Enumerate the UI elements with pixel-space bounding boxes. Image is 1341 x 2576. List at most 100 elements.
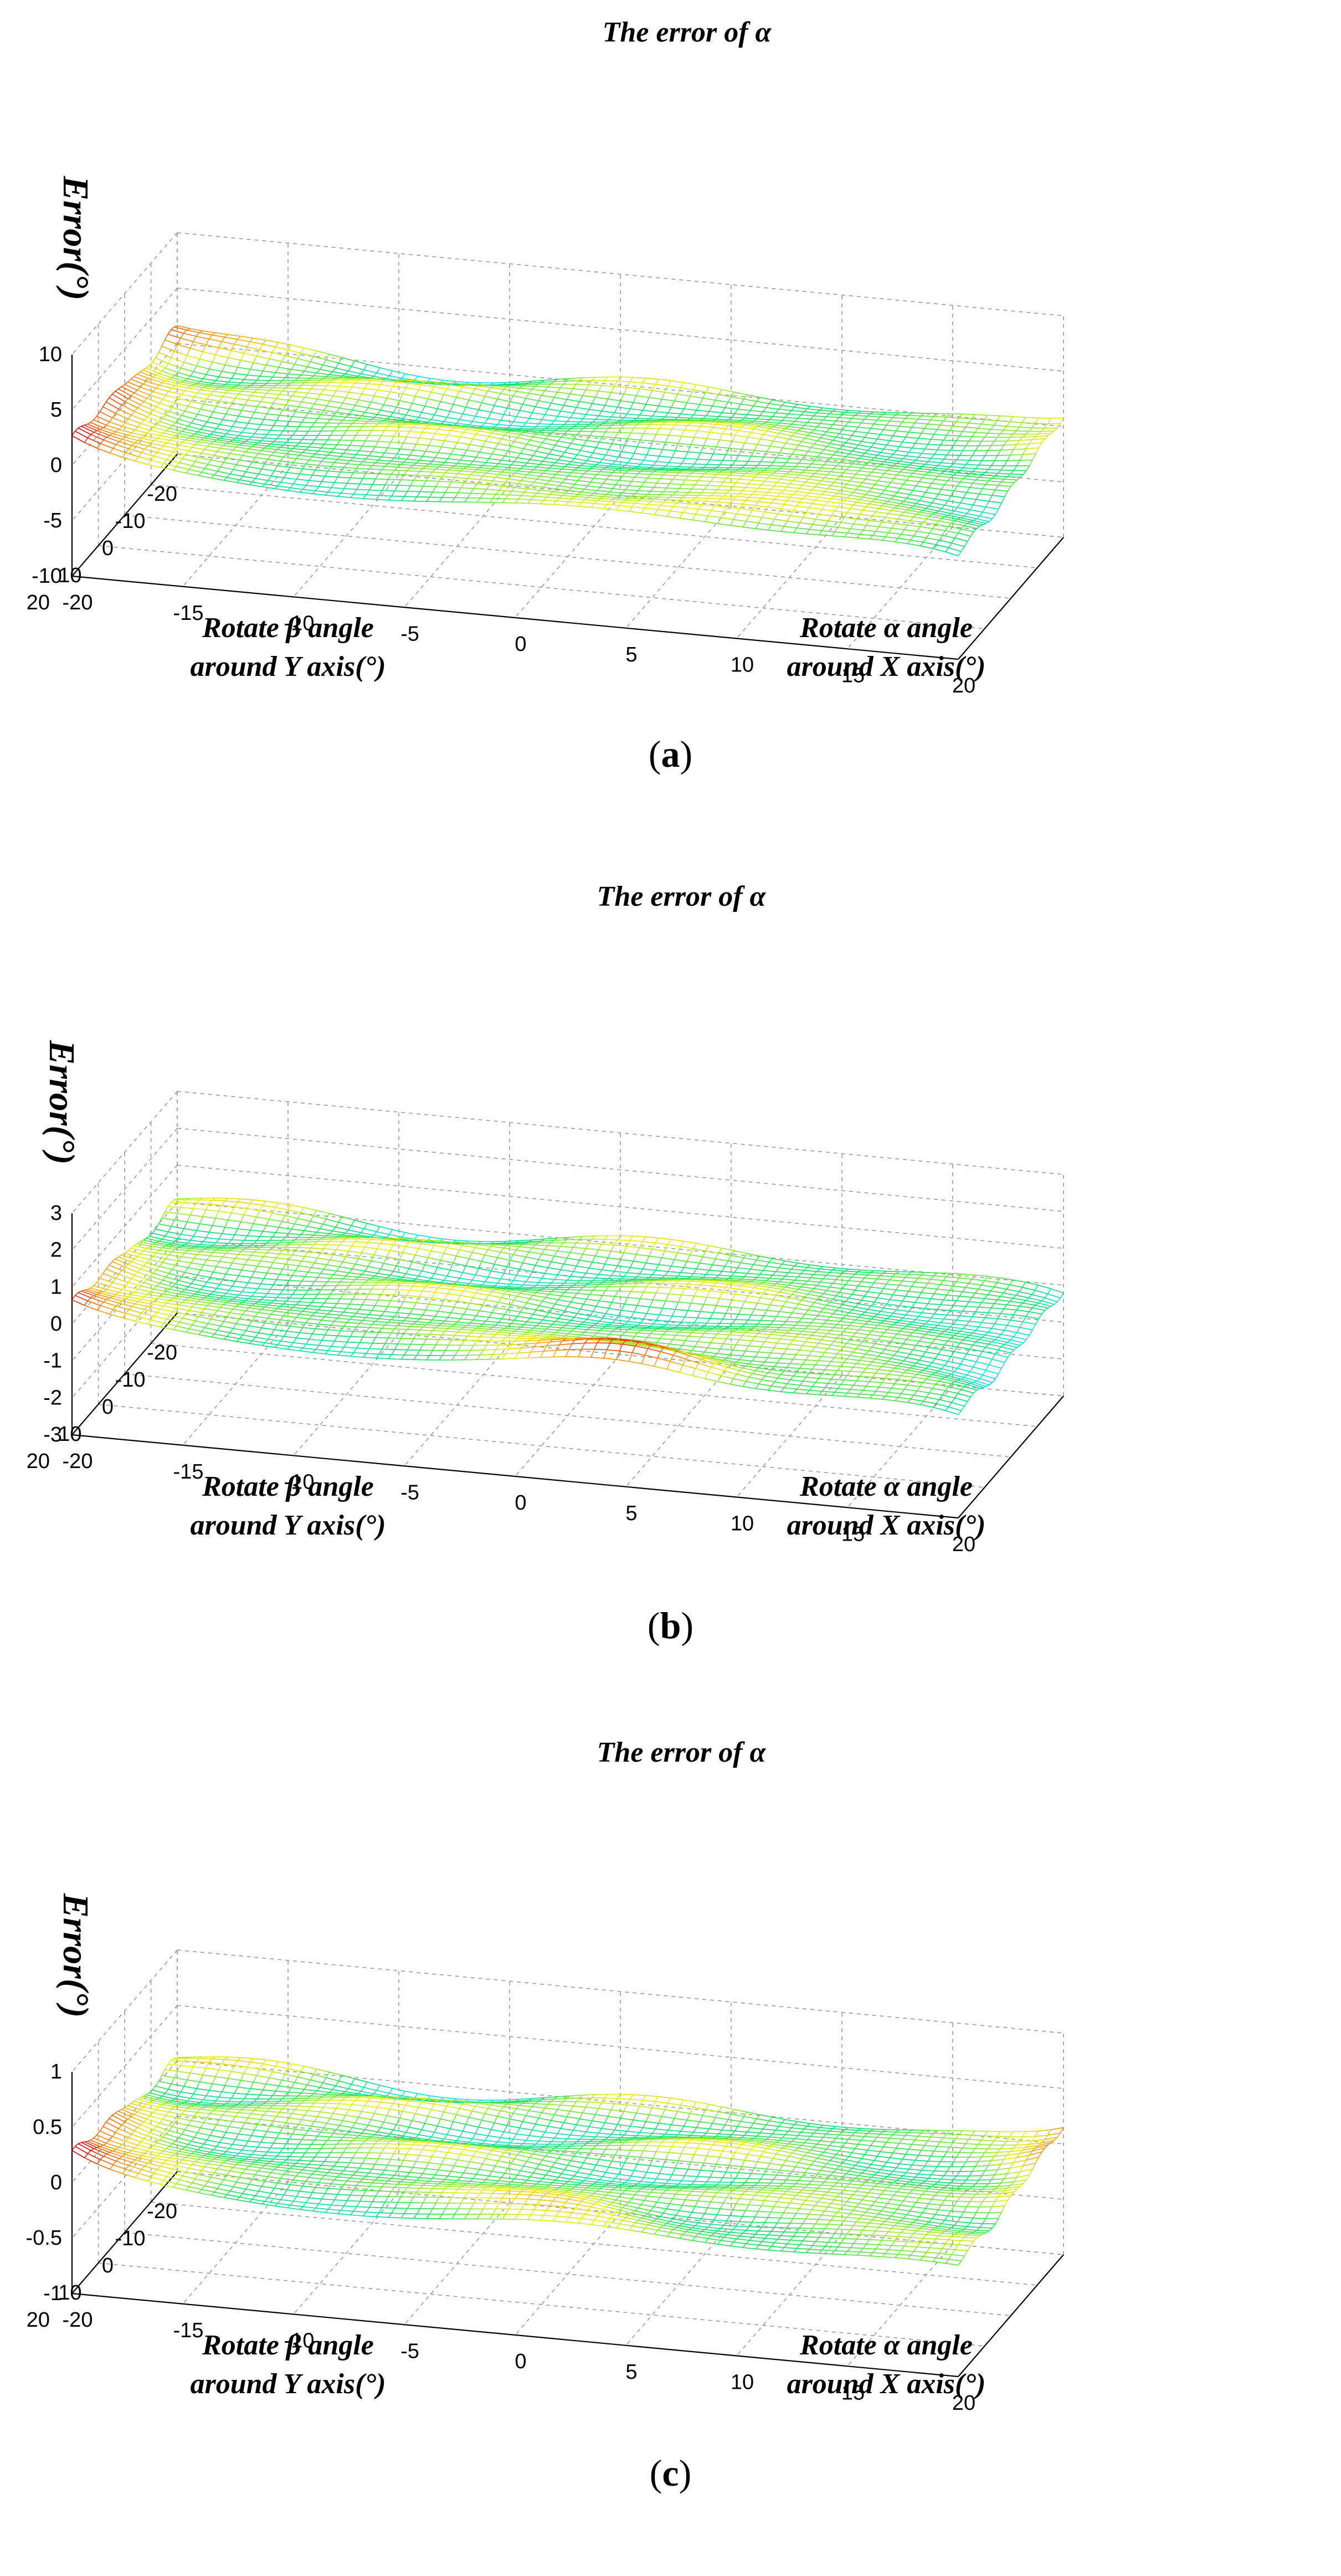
mesh-line [490, 382, 494, 386]
mesh-line [950, 490, 954, 496]
mesh-line [244, 352, 257, 357]
mesh-line [861, 437, 865, 442]
mesh-line [416, 471, 420, 476]
mesh-line [692, 497, 696, 501]
mesh-line [761, 484, 774, 486]
mesh-line [1020, 474, 1024, 478]
x-tick-label: 15 [841, 664, 865, 687]
mesh-line [470, 474, 484, 477]
mesh-line [328, 491, 341, 494]
mesh-line [871, 457, 875, 461]
mesh-line [799, 474, 812, 477]
mesh-line [895, 541, 908, 545]
mesh-line [902, 458, 916, 461]
mesh-line [331, 482, 335, 488]
mesh-line [226, 433, 239, 437]
mesh-line [222, 384, 226, 387]
mesh-line [405, 373, 418, 377]
mesh-line [270, 403, 274, 409]
mesh-line [331, 487, 345, 489]
mesh-line [549, 494, 563, 496]
mesh-line [267, 443, 271, 447]
mesh-line [793, 532, 806, 535]
mesh-line [950, 510, 955, 514]
mesh-line [780, 492, 793, 495]
mesh-line [886, 440, 891, 445]
mesh-line [807, 422, 820, 424]
mesh-line [943, 454, 948, 460]
mesh-line [375, 462, 388, 464]
mesh-line [415, 420, 429, 423]
mesh-line [777, 482, 790, 485]
mesh-line [556, 497, 560, 501]
mesh-line [552, 474, 556, 478]
mesh-line [356, 450, 360, 455]
mesh-line [197, 409, 201, 415]
mesh-line [256, 349, 260, 357]
mesh-line [249, 466, 262, 470]
mesh-line [832, 410, 845, 413]
mesh-line [518, 499, 531, 500]
mesh-line [168, 357, 172, 364]
mesh-line [958, 551, 962, 556]
mesh-line [600, 486, 613, 489]
mesh-line [763, 451, 768, 458]
mesh-line [1045, 435, 1049, 439]
mesh-line [951, 513, 964, 517]
mesh-line [237, 336, 241, 340]
mesh-line [466, 427, 470, 430]
mesh-line [409, 422, 413, 423]
mesh-line [258, 453, 271, 456]
mesh-line [936, 540, 940, 545]
mesh-line [549, 468, 562, 470]
mesh-line [715, 416, 720, 420]
mesh-line [212, 334, 225, 338]
mesh-line [890, 456, 903, 459]
mesh-line [666, 471, 679, 474]
mesh-line [867, 415, 880, 418]
mesh-line [780, 508, 794, 511]
mesh-line [213, 441, 227, 444]
mesh-line [884, 486, 888, 491]
mesh-line [895, 523, 908, 526]
mesh-line [514, 470, 518, 474]
mesh-line [566, 393, 571, 400]
mesh-line [137, 407, 151, 414]
mesh-line [514, 461, 527, 464]
mesh-line [497, 438, 502, 444]
mesh-line [859, 510, 864, 515]
mesh-line [298, 388, 311, 389]
mesh-line [471, 388, 476, 394]
mesh-line [553, 379, 558, 382]
mesh-line [893, 492, 898, 496]
mesh-line [71, 430, 76, 436]
mesh-line [797, 404, 811, 407]
mesh-line [938, 510, 952, 514]
mesh-line [273, 398, 277, 404]
mesh-line [538, 400, 552, 404]
mesh-line [353, 468, 357, 473]
mesh-line [350, 445, 363, 447]
mesh-line [738, 430, 751, 433]
mesh-line [356, 468, 369, 470]
mesh-line [957, 519, 970, 522]
mesh-line [268, 475, 272, 481]
mesh-line [748, 469, 752, 472]
mesh-line [197, 381, 201, 384]
mesh-line [833, 451, 837, 455]
mesh-line [823, 446, 828, 450]
mesh-line [539, 447, 552, 450]
mesh-line [368, 430, 372, 436]
mesh-line [118, 404, 122, 409]
mesh-line [675, 443, 679, 451]
mesh-line [712, 447, 717, 454]
mesh-line [738, 475, 743, 480]
mesh-line [88, 437, 101, 444]
mesh-line [917, 415, 922, 420]
mesh-line [188, 435, 192, 438]
mesh-line [859, 499, 872, 502]
mesh-line [771, 502, 784, 505]
mesh-line [737, 408, 751, 411]
mesh-line [526, 398, 539, 402]
mesh-line [719, 422, 732, 424]
